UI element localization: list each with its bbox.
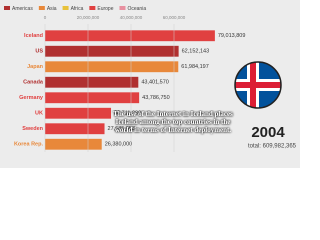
legend-label: Asia [47, 6, 57, 12]
value-label: 79,013,809 [218, 33, 246, 39]
x-tick-label: 0 [44, 15, 47, 20]
value-label: 62,152,143 [182, 49, 210, 55]
iceland-flag [234, 61, 282, 109]
legend-swatch [38, 6, 45, 10]
bar [45, 92, 140, 104]
legend-label: Africa [71, 6, 84, 12]
category-label: UK [35, 111, 43, 117]
legend-swatch [119, 6, 126, 10]
total: total: 609,982,365 [248, 144, 297, 150]
category-label: Germany [19, 95, 44, 101]
category-label: Sweden [22, 126, 43, 132]
category-label: Japan [27, 64, 44, 70]
bar [45, 138, 102, 150]
annotation: The use of the Internet in Iceland place… [113, 110, 233, 134]
category-label: US [35, 49, 43, 55]
legend-label: Oceania [127, 6, 146, 12]
legend-swatch [89, 6, 96, 10]
annotation-box: The use of the Internet in Iceland place… [113, 110, 233, 134]
legend-label: Americas [12, 6, 33, 12]
value-label: 43,401,570 [141, 80, 169, 86]
value-label: 27,685,653 [108, 126, 136, 132]
bar [45, 123, 105, 135]
value-label: 43,786,750 [142, 95, 170, 101]
value-label: 61,984,197 [181, 64, 209, 70]
bar [45, 45, 179, 57]
bar [45, 76, 139, 88]
category-label: Korea Rep. [14, 142, 44, 148]
category-label: Iceland [24, 33, 43, 39]
value-label: 30,711,089 [114, 111, 141, 117]
bar [45, 30, 215, 42]
chart: 26,380,000 Korea Rep. 27,685,653 Sweden 30,7… [0, 0, 300, 168]
legend-swatch [62, 6, 69, 10]
legend-label: Europe [97, 6, 113, 12]
value-label: 26,380,000 [105, 142, 133, 148]
x-tick-label: 20,000,000 [77, 15, 100, 20]
year: 2004 [251, 124, 285, 141]
bar [45, 107, 112, 119]
category-label: Canada [23, 80, 44, 86]
legend-swatch [4, 6, 10, 10]
bar [45, 61, 179, 73]
x-tick-label: 40,000,000 [120, 15, 143, 20]
x-tick-label: 60,000,000 [163, 15, 186, 20]
